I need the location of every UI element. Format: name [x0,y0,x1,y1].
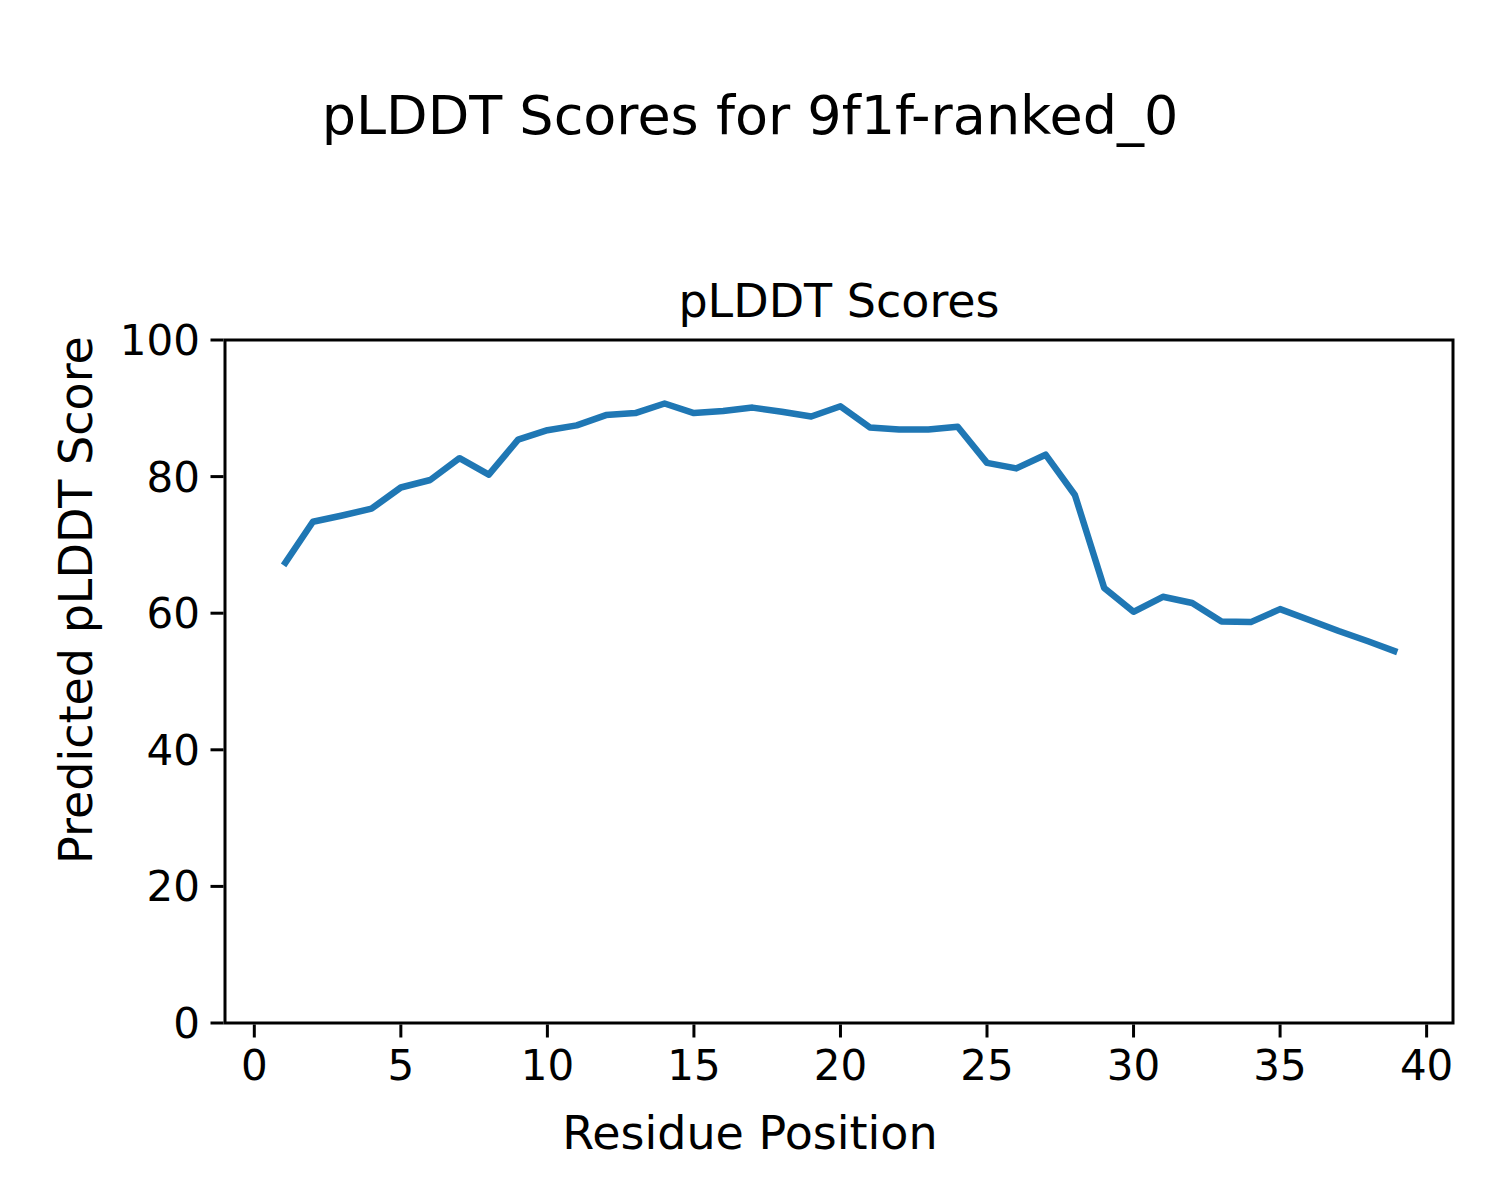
x-tick-label: 15 [667,1041,720,1090]
y-tick-label: 100 [120,316,200,365]
x-tick-label: 0 [241,1041,268,1090]
x-tick-label: 40 [1400,1041,1453,1090]
x-tick-label: 10 [521,1041,574,1090]
y-tick-label: 0 [173,999,200,1048]
x-tick-label: 5 [387,1041,414,1090]
x-tick-label: 20 [814,1041,867,1090]
x-tick-label: 35 [1253,1041,1306,1090]
x-tick-label: 25 [960,1041,1013,1090]
y-tick-label: 40 [147,726,200,775]
y-tick-label: 80 [147,453,200,502]
y-tick-label: 20 [147,862,200,911]
line-chart: 0 5 10 15 20 25 30 35 40 0 20 40 60 80 100 [0,0,1500,1200]
y-tick-label: 60 [147,589,200,638]
figure: pLDDT Scores for 9f1f-ranked_0 pLDDT Sco… [0,0,1500,1200]
plddt-line-series [284,404,1398,653]
axes-spines [225,340,1453,1023]
x-tick-label: 30 [1107,1041,1160,1090]
